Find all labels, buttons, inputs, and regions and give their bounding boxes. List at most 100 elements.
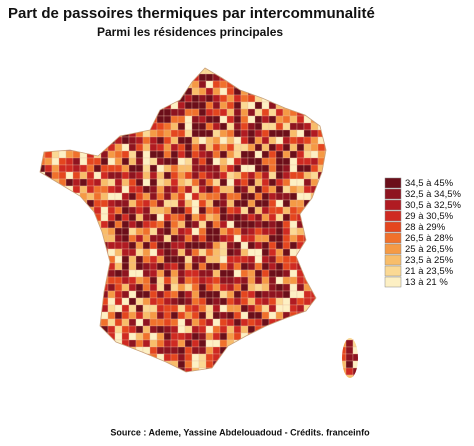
district-cell (212, 129, 221, 138)
district-cell (107, 143, 116, 152)
district-cell (170, 87, 179, 96)
district-cell (40, 297, 46, 306)
district-cell (114, 367, 123, 376)
district-cell (121, 108, 130, 117)
district-cell (317, 297, 326, 306)
district-cell (367, 263, 374, 270)
district-cell (317, 367, 326, 376)
district-cell (367, 249, 374, 256)
district-cell (226, 164, 235, 173)
district-cell (352, 220, 358, 229)
district-cell (191, 108, 200, 117)
district-cell (52, 60, 59, 67)
district-cell (352, 227, 358, 236)
district-cell (184, 248, 193, 257)
district-cell (205, 339, 214, 348)
district-cell (170, 171, 179, 180)
district-cell (164, 382, 171, 389)
district-cell (191, 318, 200, 327)
district-cell (219, 115, 228, 124)
district-cell (289, 185, 298, 194)
district-cell (93, 178, 102, 187)
district-cell (163, 311, 172, 320)
district-cell (121, 255, 130, 264)
district-cell (66, 382, 73, 389)
district-cell (51, 262, 60, 271)
district-cell (310, 304, 319, 313)
district-cell (205, 136, 214, 145)
district-cell (205, 122, 214, 131)
district-cell (177, 206, 186, 215)
district-cell (331, 68, 340, 75)
district-cell (303, 353, 312, 362)
district-cell (296, 339, 305, 348)
district-cell (51, 94, 60, 103)
district-cell (247, 164, 256, 173)
district-cell (121, 143, 130, 152)
district-cell (58, 129, 67, 138)
district-cell (170, 136, 179, 145)
district-cell (367, 102, 374, 109)
district-cell (121, 122, 130, 131)
district-cell (79, 297, 88, 306)
district-cell (219, 318, 228, 327)
district-cell (303, 311, 312, 320)
district-cell (198, 136, 207, 145)
district-cell (40, 227, 46, 236)
district-cell (324, 220, 333, 229)
district-cell (156, 171, 165, 180)
district-cell (191, 234, 200, 243)
district-cell (352, 360, 358, 369)
district-cell (338, 80, 347, 89)
district-cell (51, 353, 60, 362)
district-cell (93, 332, 102, 341)
district-cell (135, 255, 144, 264)
district-cell (345, 122, 354, 131)
district-cell (198, 199, 207, 208)
district-cell (331, 122, 340, 131)
district-cell (114, 325, 123, 334)
district-cell (72, 290, 81, 299)
district-cell (310, 136, 319, 145)
district-cell (121, 94, 130, 103)
district-cell (296, 353, 305, 362)
district-cell (233, 255, 242, 264)
district-cell (86, 87, 95, 96)
district-cell (51, 297, 60, 306)
district-cell (240, 297, 249, 306)
district-cell (128, 234, 137, 243)
district-cell (128, 304, 137, 313)
district-cell (310, 192, 319, 201)
district-cell (93, 68, 102, 75)
district-cell (86, 73, 95, 82)
district-cell (86, 283, 95, 292)
district-cell (310, 276, 319, 285)
district-cell (226, 68, 235, 75)
district-cell (325, 60, 332, 67)
district-cell (51, 115, 60, 124)
district-cell (86, 68, 95, 75)
district-cell (128, 220, 137, 229)
district-cell (317, 115, 326, 124)
district-cell (367, 333, 374, 340)
district-cell (268, 73, 277, 82)
district-cell (198, 339, 207, 348)
district-cell (135, 68, 144, 75)
district-cell (149, 374, 158, 378)
district-cell (360, 116, 367, 123)
district-cell (58, 339, 67, 348)
district-cell (324, 339, 333, 348)
district-cell (275, 199, 284, 208)
district-cell (121, 262, 130, 271)
district-cell (360, 305, 367, 312)
district-cell (107, 367, 116, 376)
district-cell (324, 374, 333, 378)
district-cell (135, 234, 144, 243)
district-cell (156, 68, 165, 75)
district-cell (142, 164, 151, 173)
district-cell (100, 73, 109, 82)
district-cell (367, 228, 374, 235)
district-cell (296, 115, 305, 124)
district-cell (79, 290, 88, 299)
district-cell (254, 234, 263, 243)
